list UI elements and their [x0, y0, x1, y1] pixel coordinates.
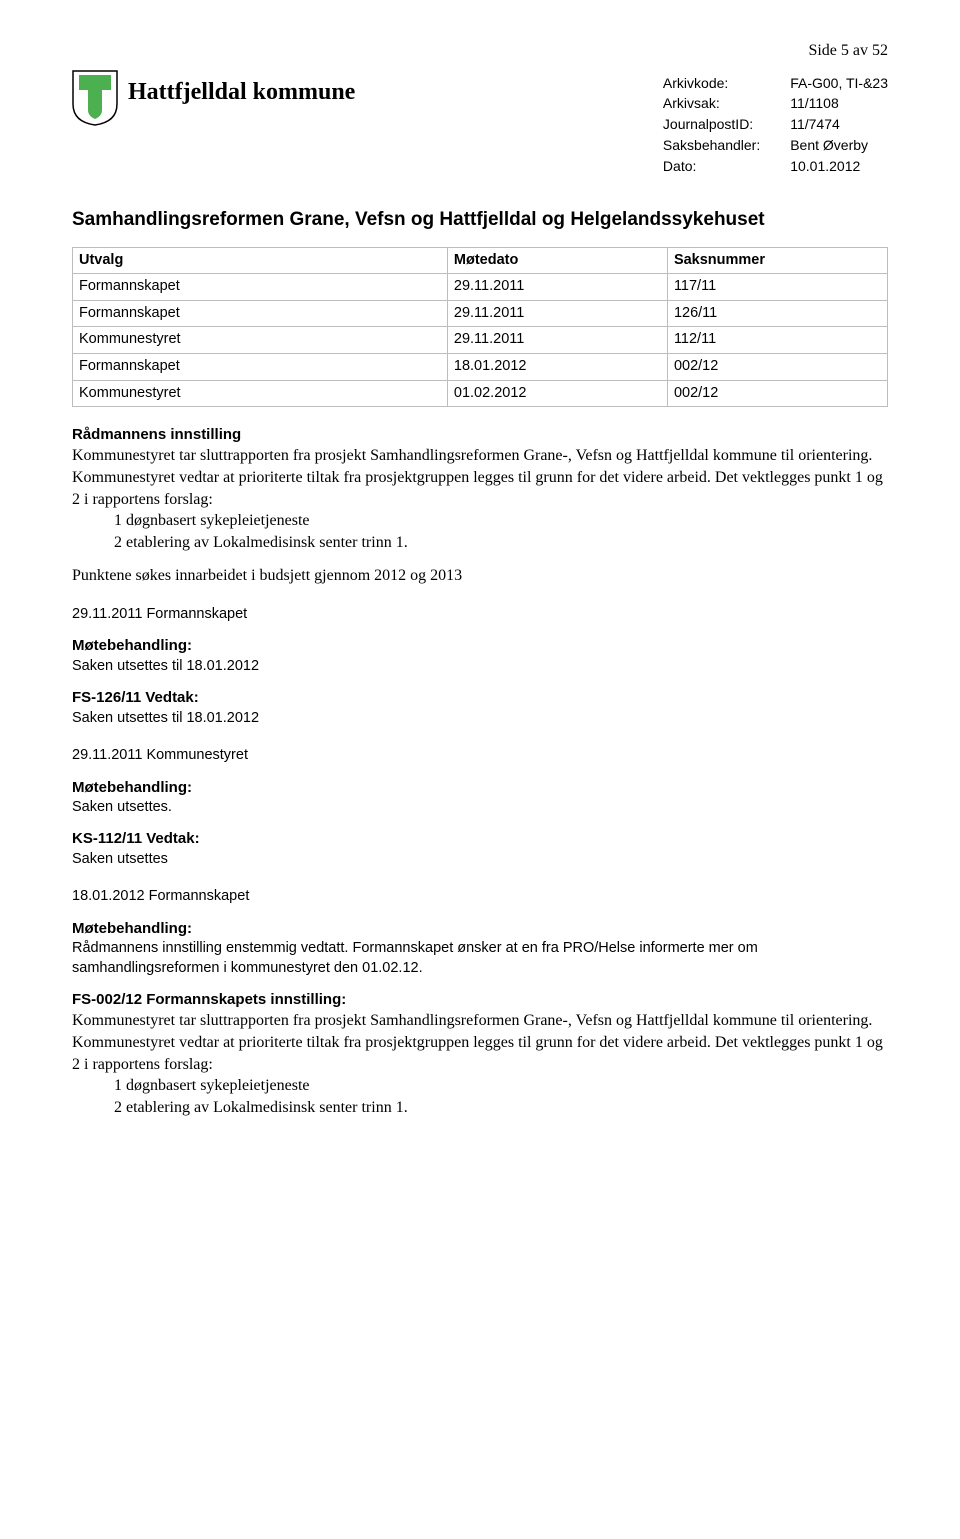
innstilling-paragraph: Punktene søkes innarbeidet i budsjett gj…: [72, 565, 888, 587]
table-cell: 126/11: [667, 300, 887, 327]
meta-value-arkivkode: FA-G00, TI-&23: [790, 74, 888, 93]
table-cell: 117/11: [667, 274, 887, 301]
vedtak-heading: KS-112/11 Vedtak:: [72, 829, 888, 849]
table-row: Formannskapet 29.11.2011 117/11: [73, 274, 888, 301]
table-cell: 01.02.2012: [447, 380, 667, 407]
vedtak-text: Saken utsettes til 18.01.2012: [72, 709, 888, 729]
innstilling-block: FS-002/12 Formannskapets innstilling: Ko…: [72, 990, 888, 1118]
motebehandling-heading: Møtebehandling:: [72, 778, 888, 798]
innstilling-paragraph: Kommunestyret vedtar at prioriterte tilt…: [72, 1032, 888, 1075]
table-cell: 002/12: [667, 380, 887, 407]
innstilling-item: 2 etablering av Lokalmedisinsk senter tr…: [72, 1097, 888, 1119]
innstilling-paragraph: Kommunestyret vedtar at prioriterte tilt…: [72, 467, 888, 510]
table-header: Møtedato: [447, 247, 667, 274]
table-cell: 002/12: [667, 353, 887, 380]
meta-value-saksbehandler: Bent Øverby: [790, 136, 888, 155]
meta-value-arkivsak: 11/1108: [790, 94, 888, 113]
table-cell: Formannskapet: [73, 274, 448, 301]
vedtak-text: Saken utsettes: [72, 850, 888, 870]
meeting-date: 29.11.2011 Formannskapet: [72, 605, 888, 625]
innstilling-paragraph: Kommunestyret tar sluttrapporten fra pro…: [72, 445, 888, 467]
kommune-title: Hattfjelldal kommune: [128, 70, 355, 108]
innstilling-item: 2 etablering av Lokalmedisinsk senter tr…: [72, 532, 888, 554]
document-header: Hattfjelldal kommune Arkivkode: FA-G00, …: [72, 70, 888, 176]
meta-value-journalpost: 11/7474: [790, 115, 888, 134]
table-cell: Formannskapet: [73, 353, 448, 380]
table-header: Utvalg: [73, 247, 448, 274]
meeting-date: 29.11.2011 Kommunestyret: [72, 746, 888, 766]
vedtak-block: FS-126/11 Vedtak: Saken utsettes til 18.…: [72, 688, 888, 728]
innstilling-heading: FS-002/12 Formannskapets innstilling:: [72, 990, 888, 1010]
motebehandling-heading: Møtebehandling:: [72, 919, 888, 939]
table-row: Formannskapet 18.01.2012 002/12: [73, 353, 888, 380]
table-header: Saksnummer: [667, 247, 887, 274]
meta-label-arkivsak: Arkivsak:: [663, 94, 760, 113]
meta-value-dato: 10.01.2012: [790, 157, 888, 176]
crest-icon: [72, 70, 118, 133]
vedtak-heading: FS-126/11 Vedtak:: [72, 688, 888, 708]
document-title: Samhandlingsreformen Grane, Vefsn og Hat…: [72, 208, 888, 233]
motebehandling-block: Møtebehandling: Rådmannens innstilling e…: [72, 919, 888, 978]
innstilling-section: Rådmannens innstilling Kommunestyret tar…: [72, 425, 888, 553]
motebehandling-heading: Møtebehandling:: [72, 636, 888, 656]
table-row: Kommunestyret 29.11.2011 112/11: [73, 327, 888, 354]
table-cell: Formannskapet: [73, 300, 448, 327]
motebehandling-text: Saken utsettes.: [72, 798, 888, 818]
motebehandling-block: Møtebehandling: Saken utsettes.: [72, 778, 888, 818]
kommune-block: Hattfjelldal kommune: [72, 70, 655, 133]
motebehandling-block: Møtebehandling: Saken utsettes til 18.01…: [72, 636, 888, 676]
meta-label-dato: Dato:: [663, 157, 760, 176]
page-number: Side 5 av 52: [72, 40, 888, 62]
table-row: Kommunestyret 01.02.2012 002/12: [73, 380, 888, 407]
meta-block: Arkivkode: FA-G00, TI-&23 Arkivsak: 11/1…: [663, 70, 888, 176]
utvalg-table: Utvalg Møtedato Saksnummer Formannskapet…: [72, 247, 888, 407]
table-cell: 29.11.2011: [447, 274, 667, 301]
meta-label-saksbehandler: Saksbehandler:: [663, 136, 760, 155]
table-cell: Kommunestyret: [73, 380, 448, 407]
innstilling-item: 1 døgnbasert sykepleietjeneste: [72, 1075, 888, 1097]
meta-label-arkivkode: Arkivkode:: [663, 74, 760, 93]
table-cell: 29.11.2011: [447, 327, 667, 354]
table-row: Formannskapet 29.11.2011 126/11: [73, 300, 888, 327]
table-cell: 112/11: [667, 327, 887, 354]
innstilling-paragraph: Kommunestyret tar sluttrapporten fra pro…: [72, 1010, 888, 1032]
table-cell: 29.11.2011: [447, 300, 667, 327]
table-cell: 18.01.2012: [447, 353, 667, 380]
motebehandling-text: Rådmannens innstilling enstemmig vedtatt…: [72, 939, 888, 978]
motebehandling-text: Saken utsettes til 18.01.2012: [72, 657, 888, 677]
innstilling-item: 1 døgnbasert sykepleietjeneste: [72, 510, 888, 532]
meta-label-journalpost: JournalpostID:: [663, 115, 760, 134]
vedtak-block: KS-112/11 Vedtak: Saken utsettes: [72, 829, 888, 869]
innstilling-heading: Rådmannens innstilling: [72, 425, 888, 445]
meeting-date: 18.01.2012 Formannskapet: [72, 887, 888, 907]
table-cell: Kommunestyret: [73, 327, 448, 354]
